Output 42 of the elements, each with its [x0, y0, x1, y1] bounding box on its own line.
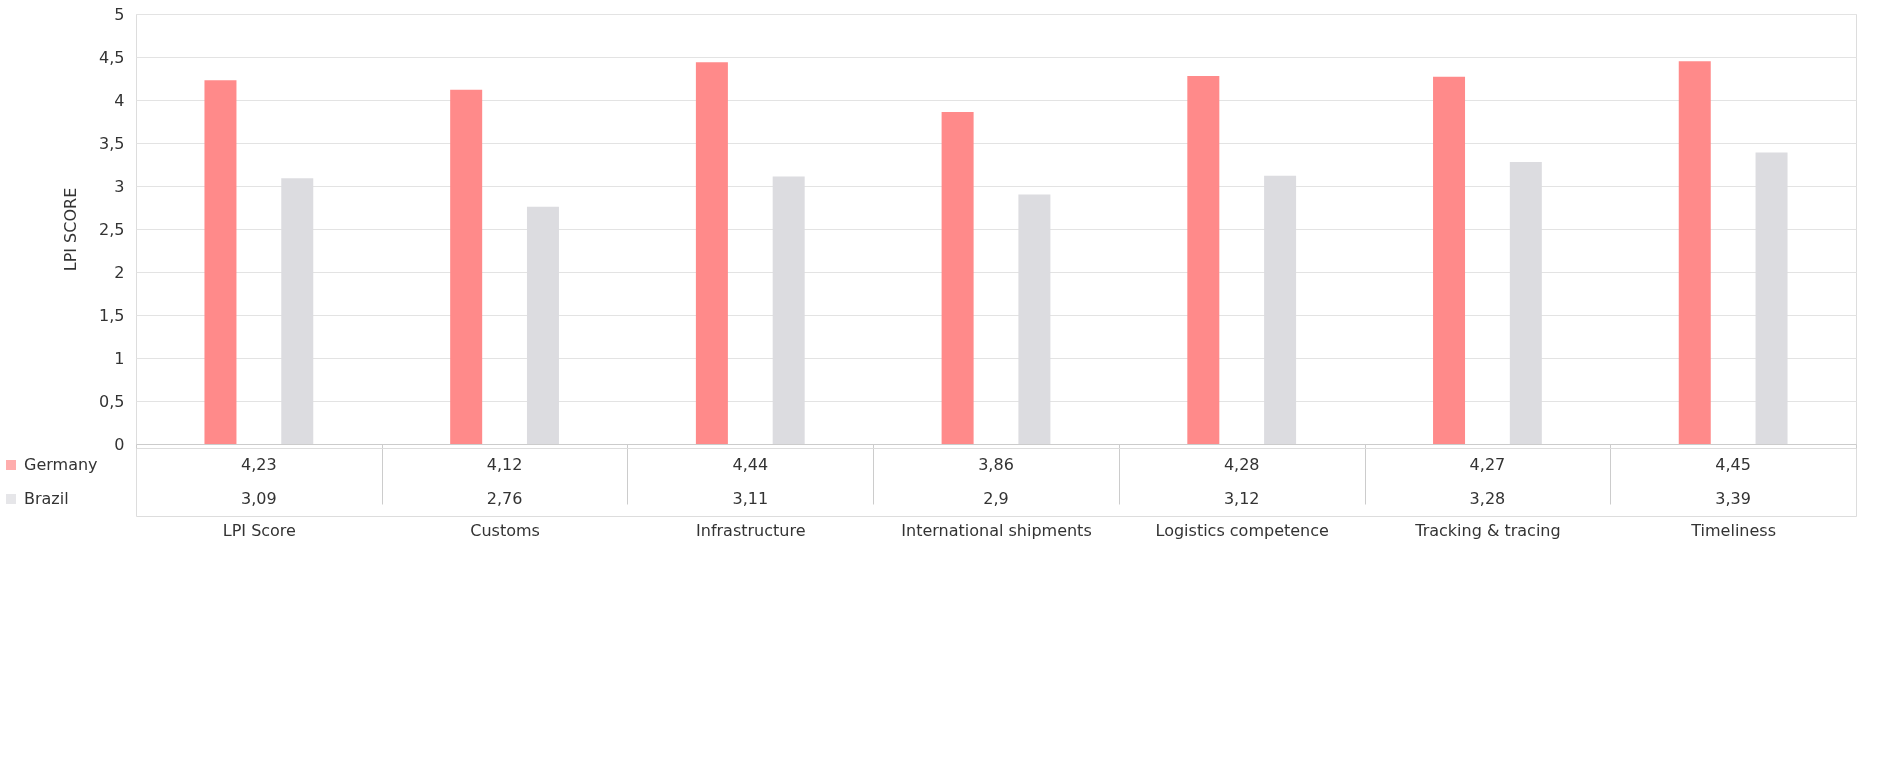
y-tick-label: 3,5 [99, 133, 125, 153]
data-label: 3,86 [978, 455, 1014, 474]
data-label: 4,27 [1469, 455, 1506, 474]
x-tick-label: International shipments [901, 520, 1092, 540]
data-label: 3,12 [1223, 489, 1260, 508]
y-tick-label: 2,5 [99, 219, 125, 239]
y-tick-label: 2 [114, 262, 125, 282]
data-label: 2,76 [486, 489, 523, 508]
bar [695, 62, 728, 444]
data-label: 4,44 [732, 455, 769, 474]
x-tick-label: Logistics competence [1155, 520, 1329, 540]
data-label: 3,39 [1715, 489, 1751, 508]
data-label: 3,09 [241, 489, 277, 508]
y-tick-label: 1,5 [99, 305, 125, 325]
y-tick-label: 5 [114, 4, 125, 24]
data-label: 4,28 [1223, 455, 1260, 474]
legend-label: Germany [24, 455, 98, 474]
bar [941, 112, 974, 444]
data-label: 3,11 [732, 489, 769, 508]
data-label: 4,45 [1715, 455, 1751, 474]
x-tick-label: Customs [470, 520, 540, 540]
data-label: 4,12 [486, 455, 523, 474]
legend-label: Brazil [24, 489, 69, 508]
x-tick-label: Infrastructure [696, 520, 806, 540]
y-tick-label: 4,5 [99, 47, 125, 67]
y-tick-label: 3 [114, 176, 125, 196]
data-label: 3,28 [1469, 489, 1506, 508]
x-tick-label: LPI Score [222, 520, 296, 540]
x-tick-label: Timeliness [1690, 520, 1776, 540]
y-tick-label: 4 [114, 90, 125, 110]
bar [1187, 75, 1220, 444]
y-tick-label: 0 [114, 434, 125, 454]
y-tick-label: 0,5 [99, 391, 125, 411]
bar [1433, 76, 1466, 444]
data-label: 2,9 [983, 489, 1009, 508]
bar [204, 80, 237, 444]
y-tick-label: 1 [114, 348, 125, 368]
bar [1678, 61, 1711, 444]
x-tick-label: Tracking & tracing [1414, 520, 1561, 540]
data-label: 4,23 [241, 455, 277, 474]
y-axis-title: LPI SCORE [61, 187, 81, 272]
bar [450, 89, 483, 444]
